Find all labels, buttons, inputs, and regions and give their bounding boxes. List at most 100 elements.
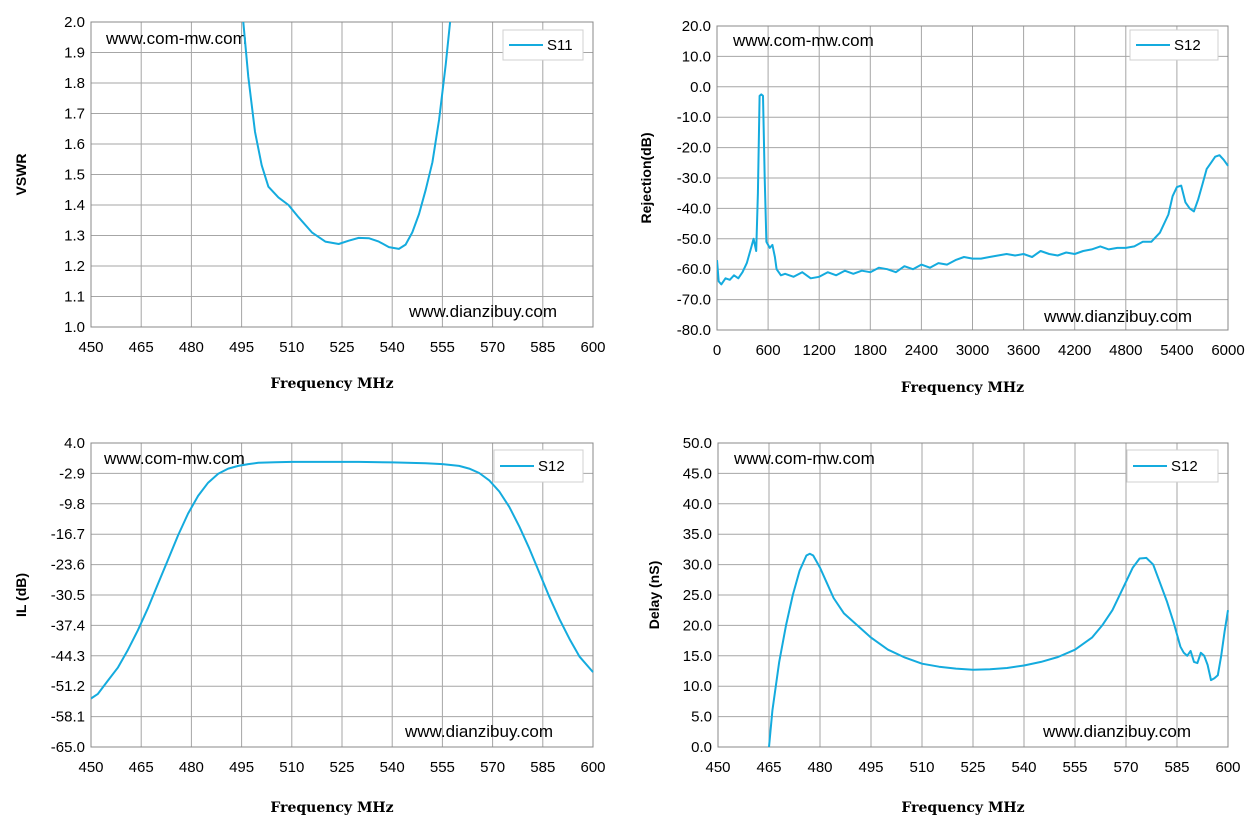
y-axis-label: IL (dB) bbox=[13, 573, 29, 617]
x-tick-label: 540 bbox=[1011, 759, 1036, 776]
y-tick-label: 1.1 bbox=[64, 289, 85, 306]
y-tick-label: -9.8 bbox=[59, 496, 85, 513]
series-line-s11 bbox=[242, 21, 452, 250]
y-tick-label: -60.0 bbox=[677, 261, 711, 278]
y-tick-label: 1.2 bbox=[64, 258, 85, 275]
watermark-top: www.com-mw.com bbox=[733, 449, 875, 468]
x-tick-label: 600 bbox=[580, 339, 605, 356]
x-tick-label: 525 bbox=[329, 759, 354, 776]
y-tick-label: 25.0 bbox=[683, 587, 712, 604]
y-axis-label: Rejection(dB) bbox=[638, 133, 654, 224]
x-tick-label: 555 bbox=[430, 339, 455, 356]
y-tick-label: -30.0 bbox=[677, 170, 711, 187]
y-tick-label: -10.0 bbox=[677, 109, 711, 126]
x-tick-label: 4800 bbox=[1109, 342, 1142, 359]
x-tick-label: 600 bbox=[756, 342, 781, 359]
legend: S12 bbox=[493, 449, 584, 483]
y-tick-label: 2.0 bbox=[64, 14, 85, 31]
y-tick-label: 5.0 bbox=[691, 709, 712, 726]
x-axis-label: Frequency MHz bbox=[270, 376, 393, 392]
x-axis-label: Frequency MHz bbox=[901, 800, 1024, 816]
watermark-top: www.com-mw.com bbox=[103, 449, 245, 468]
y-tick-label: 10.0 bbox=[682, 48, 711, 65]
x-tick-label: 555 bbox=[1062, 759, 1087, 776]
x-tick-label: 585 bbox=[530, 759, 555, 776]
watermark-bottom: www.dianzibuy.com bbox=[404, 722, 553, 741]
y-tick-label: 1.8 bbox=[64, 75, 85, 92]
x-tick-label: 480 bbox=[807, 759, 832, 776]
y-tick-label: 0.0 bbox=[690, 79, 711, 96]
x-tick-label: 2400 bbox=[905, 342, 938, 359]
series-line-s12 bbox=[91, 460, 594, 700]
y-axis-label: Delay (nS) bbox=[646, 561, 662, 629]
plot-area bbox=[90, 21, 594, 328]
x-tick-label: 585 bbox=[530, 339, 555, 356]
y-tick-label: -23.6 bbox=[51, 557, 85, 574]
y-tick-label: 10.0 bbox=[683, 678, 712, 695]
x-tick-label: 495 bbox=[858, 759, 883, 776]
y-tick-label: -58.1 bbox=[51, 709, 85, 726]
y-tick-label: -40.0 bbox=[677, 200, 711, 217]
legend: S12 bbox=[1126, 449, 1219, 483]
x-tick-label: 525 bbox=[329, 339, 354, 356]
chart-panel-1: 450 465 480 495 510 525 540 555 570 585 600 2.0 1.9 1… bbox=[13, 14, 606, 392]
x-tick-label: 495 bbox=[229, 339, 254, 356]
y-tick-label: -80.0 bbox=[677, 322, 711, 339]
y-tick-label: -37.4 bbox=[51, 617, 85, 634]
legend-label: S11 bbox=[547, 37, 573, 54]
legend: S12 bbox=[1129, 29, 1219, 61]
y-tick-label: 30.0 bbox=[683, 557, 712, 574]
legend: S11 bbox=[502, 29, 584, 61]
x-tick-label: 6000 bbox=[1211, 342, 1244, 359]
x-tick-label: 555 bbox=[430, 759, 455, 776]
x-tick-label: 3000 bbox=[956, 342, 989, 359]
watermark-top: www.com-mw.com bbox=[105, 29, 247, 48]
x-tick-label: 1200 bbox=[803, 342, 836, 359]
x-tick-label: 600 bbox=[1215, 759, 1240, 776]
series-line-s12 bbox=[768, 552, 1229, 748]
x-tick-label: 510 bbox=[279, 759, 304, 776]
y-tick-label: 1.5 bbox=[64, 167, 85, 184]
x-tick-label: 450 bbox=[705, 759, 730, 776]
chart-panel-2: 0 600 1200 1800 2400 3000 3600 4200 4800 5400 6000… bbox=[638, 18, 1245, 396]
y-tick-label: -16.7 bbox=[51, 526, 85, 543]
x-tick-label: 465 bbox=[129, 339, 154, 356]
x-tick-label: 1800 bbox=[854, 342, 887, 359]
series-line-s12 bbox=[717, 93, 1229, 286]
x-tick-label: 480 bbox=[179, 759, 204, 776]
y-tick-label: 1.9 bbox=[64, 45, 85, 62]
y-tick-label: -20.0 bbox=[677, 140, 711, 157]
y-tick-label: -65.0 bbox=[51, 739, 85, 756]
x-tick-label: 570 bbox=[1113, 759, 1138, 776]
y-tick-label: 1.7 bbox=[64, 106, 85, 123]
chart-panel-4: 450 465 480 495 510 525 540 555 570 585 600 50.0 45.… bbox=[646, 435, 1241, 816]
plot-area bbox=[717, 442, 1229, 748]
watermark-bottom: www.dianzibuy.com bbox=[1042, 722, 1191, 741]
plot-area bbox=[90, 442, 594, 748]
x-tick-label: 540 bbox=[380, 339, 405, 356]
x-tick-label: 510 bbox=[909, 759, 934, 776]
legend-label: S12 bbox=[538, 458, 565, 475]
watermark-bottom: www.dianzibuy.com bbox=[408, 302, 557, 321]
legend-label: S12 bbox=[1174, 37, 1201, 54]
x-tick-label: 525 bbox=[960, 759, 985, 776]
y-tick-label: 1.4 bbox=[64, 197, 85, 214]
legend-label: S12 bbox=[1171, 458, 1198, 475]
watermark-bottom: www.dianzibuy.com bbox=[1043, 307, 1192, 326]
x-tick-label: 570 bbox=[480, 339, 505, 356]
x-tick-label: 585 bbox=[1164, 759, 1189, 776]
y-tick-label: -30.5 bbox=[51, 587, 85, 604]
x-tick-label: 570 bbox=[480, 759, 505, 776]
y-tick-label: -51.2 bbox=[51, 678, 85, 695]
y-tick-label: -44.3 bbox=[51, 648, 85, 665]
y-tick-label: 20.0 bbox=[682, 18, 711, 35]
x-tick-label: 5400 bbox=[1160, 342, 1193, 359]
x-tick-label: 510 bbox=[279, 339, 304, 356]
plot-area bbox=[716, 25, 1229, 331]
x-tick-label: 540 bbox=[380, 759, 405, 776]
x-tick-label: 0 bbox=[713, 342, 721, 359]
x-tick-label: 480 bbox=[179, 339, 204, 356]
x-tick-label: 450 bbox=[78, 759, 103, 776]
y-tick-label: 1.6 bbox=[64, 136, 85, 153]
y-tick-label: 35.0 bbox=[683, 526, 712, 543]
